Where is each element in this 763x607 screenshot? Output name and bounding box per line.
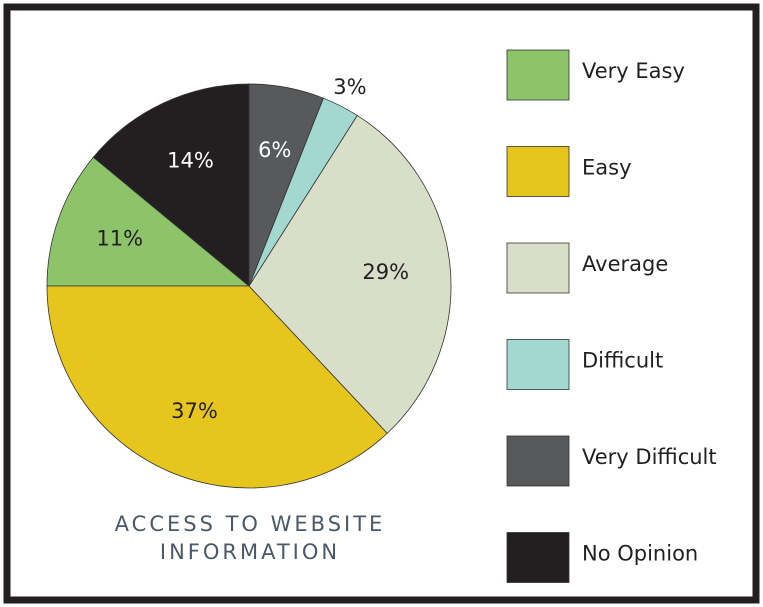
slice-label: 6% bbox=[258, 138, 291, 162]
legend-label: Average bbox=[582, 252, 668, 276]
legend-label: Very Easy bbox=[582, 59, 685, 83]
slice-label: 3% bbox=[333, 75, 366, 99]
legend-swatch bbox=[506, 49, 570, 101]
legend-swatch bbox=[506, 435, 570, 487]
pie-slice bbox=[92, 83, 250, 287]
pie-slice bbox=[46, 156, 251, 287]
slice-label: 14% bbox=[167, 149, 214, 173]
legend-swatch bbox=[506, 532, 570, 583]
legend-label: Difficult bbox=[582, 349, 663, 373]
legend-swatch bbox=[506, 146, 570, 197]
legend-swatch bbox=[506, 242, 570, 294]
legend-swatch bbox=[506, 339, 570, 390]
slice-label: 29% bbox=[362, 260, 409, 284]
pie-slice bbox=[46, 285, 388, 489]
pie-slice bbox=[248, 114, 452, 434]
chart-title: ACCESS TO WEBSITE INFORMATION bbox=[114, 512, 386, 564]
slice-label: 11% bbox=[96, 226, 143, 250]
legend-label: No Opinion bbox=[582, 542, 698, 566]
frame bbox=[3, 3, 760, 604]
legend-label: Easy bbox=[582, 156, 632, 180]
legend-label: Very Difficult bbox=[582, 445, 717, 469]
slice-label: 37% bbox=[171, 399, 218, 423]
